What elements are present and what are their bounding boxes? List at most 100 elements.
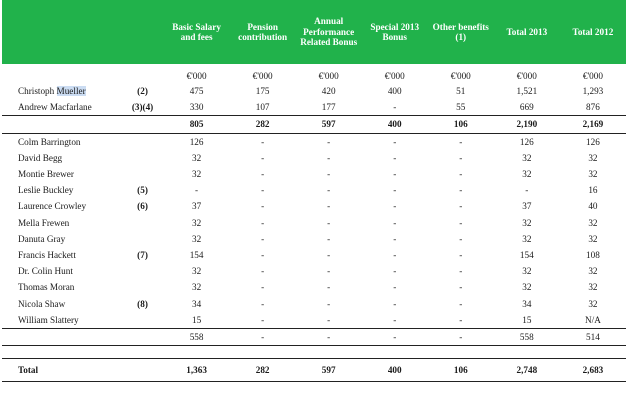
value-cell: -: [261, 282, 265, 293]
row-note-cell: (8): [137, 298, 148, 309]
row-note-cell: [122, 263, 164, 279]
value-cell: 126: [586, 136, 600, 147]
row-note-cell: (6): [137, 201, 148, 212]
value-cell: -: [327, 136, 331, 147]
value-cell: -: [261, 201, 265, 212]
value-cell: -: [327, 249, 331, 260]
row-name-cell: [2, 115, 122, 134]
value-cell: -: [459, 282, 463, 293]
value-cell: -: [393, 298, 397, 309]
row-name-cell: Montie Brewer: [18, 169, 74, 180]
value-cell: -: [459, 169, 463, 180]
header-name-cell: [2, 0, 122, 64]
value-cell: 32: [191, 169, 202, 180]
value-cell: 126: [519, 136, 534, 147]
value-cell: -: [327, 169, 331, 180]
row-name: Andrew Macfarlane: [18, 102, 92, 113]
value-cell: -: [459, 201, 463, 212]
value-cell: -: [393, 282, 397, 293]
unit-cell: €'000: [516, 70, 537, 81]
row-note-cell: [121, 328, 164, 347]
value-cell: 32: [191, 266, 202, 277]
row-name-cell: Nicola Shaw: [18, 298, 66, 309]
value-cell: 40: [588, 201, 598, 212]
subtotal-row: 805 282 597 400 106 2,190 2,169: [2, 115, 626, 134]
value-cell: -: [327, 282, 331, 293]
value-cell: N/A: [559, 311, 626, 329]
header-special-bonus: Special 2013 Bonus: [370, 21, 420, 43]
value-cell: 32: [588, 217, 598, 228]
header-pension: Pension contribution: [238, 21, 288, 43]
table-row: Christoph Mueller (2) 475 175 420 400 51 1,521 1…: [2, 83, 626, 99]
value-cell: -: [459, 249, 463, 260]
value-cell: -: [393, 152, 397, 163]
row-name-cell: [2, 328, 122, 347]
value-cell: 282: [229, 358, 296, 382]
value-cell: 2,169: [559, 115, 626, 134]
row-note-cell: [122, 133, 164, 150]
value-cell: -: [393, 217, 397, 228]
header-basic-salary: Basic Salary and fees: [172, 21, 221, 43]
value-cell: -: [459, 152, 463, 163]
value-cell: -: [361, 328, 428, 347]
row-note-cell: (5): [137, 185, 148, 196]
value-cell: -: [261, 217, 265, 228]
header-annual-bonus: Annual Performance Related Bonus: [300, 16, 358, 48]
value-cell: -: [393, 201, 397, 212]
value-cell: 1,293: [582, 86, 604, 97]
value-cell: 558: [493, 328, 560, 347]
value-cell: -: [327, 217, 331, 228]
value-cell: 32: [588, 282, 598, 293]
value-cell: 37: [522, 201, 532, 212]
value-cell: 106: [427, 115, 494, 134]
row-name-cell: Laurence Crowley: [18, 201, 87, 212]
value-cell: -: [261, 233, 265, 244]
table-row: Andrew Macfarlane (3)(4) 330 107 177-55 669 87…: [2, 99, 626, 117]
table-row: Leslie Buckley (5) - - - - - - 16: [2, 182, 626, 198]
value-cell: -: [327, 152, 331, 163]
row-note-cell: [121, 358, 164, 382]
value-cell: 32: [588, 266, 598, 277]
remuneration-table: Basic Salary and fees Pension contributi…: [2, 0, 626, 382]
row-note-cell: [122, 279, 164, 295]
value-cell: 32: [522, 266, 532, 277]
value-cell: -: [261, 152, 265, 163]
total-row: Total 1,363 282 597 400 106 2,748 2,683: [2, 358, 626, 382]
value-cell: -: [427, 311, 494, 329]
value-cell: -: [327, 298, 331, 309]
value-cell: -: [427, 328, 494, 347]
value-cell: -: [261, 249, 265, 260]
value-cell: 32: [588, 233, 598, 244]
table-row: Nicola Shaw (8) 34 - - - - 34 32: [2, 295, 626, 311]
value-cell: -: [361, 99, 428, 117]
value-cell: 154: [189, 249, 204, 260]
row-name-cell: William Slattery: [2, 311, 122, 329]
row-name-cell: Thomas Moran: [18, 282, 75, 293]
value-cell: 1,363: [163, 358, 230, 382]
value-cell: -: [525, 185, 529, 196]
value-cell: -: [393, 233, 397, 244]
value-cell: 175: [255, 86, 270, 97]
value-cell: -: [261, 266, 265, 277]
row-note-cell: [122, 166, 164, 182]
value-cell: -: [261, 136, 265, 147]
value-cell: -: [229, 311, 296, 329]
value-cell: -: [361, 311, 428, 329]
value-cell: 558: [163, 328, 230, 347]
value-cell: -: [393, 185, 397, 196]
row-note-cell: [122, 150, 164, 166]
value-cell: 15: [493, 311, 560, 329]
value-cell: 107: [229, 99, 296, 117]
header-total-2013: Total 2013: [506, 26, 548, 37]
table-row: Danuta Gray 32 - - - - 32 32: [2, 231, 626, 247]
value-cell: -: [459, 233, 463, 244]
table-row: Francis Hackett (7) 154 - - - - 154 108: [2, 247, 626, 263]
unit-cell: €'000: [186, 70, 207, 81]
table-row: Thomas Moran 32 - - - - 32 32: [2, 279, 626, 295]
value-cell: -: [459, 185, 463, 196]
table-row: Mella Frewen 32 - - - - 32 32: [2, 215, 626, 231]
value-cell: 32: [191, 233, 202, 244]
row-name-cell: Leslie Buckley: [18, 185, 74, 196]
value-cell: -: [261, 185, 265, 196]
units-row: €'000 €'000 €'000 €'000 €'000 €'000 €'00…: [2, 64, 626, 83]
